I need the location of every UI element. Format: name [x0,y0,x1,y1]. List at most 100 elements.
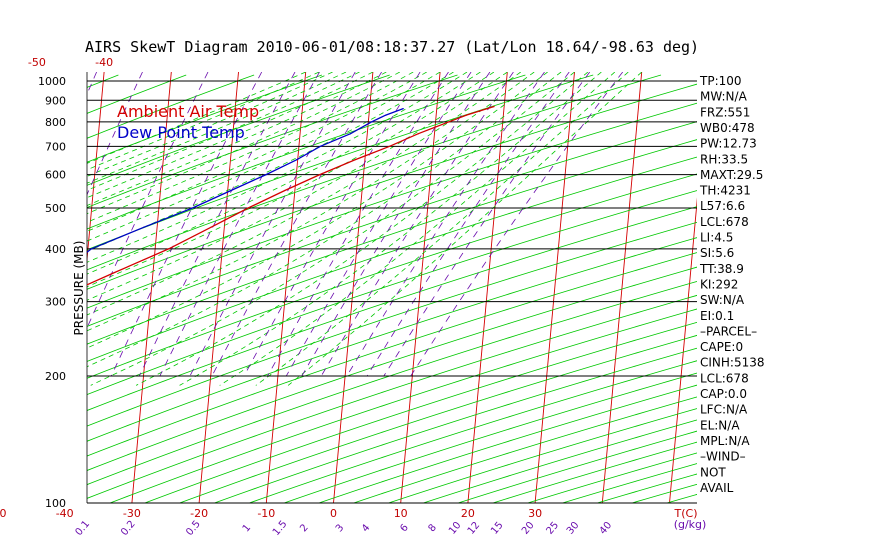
moist-adiabat-line [87,72,562,368]
pressure-tick-label: 500 [45,202,66,215]
dry-adiabat-line [492,441,697,503]
stability-index-item: TT:38.9 [699,262,744,276]
dry-adiabat-line [527,452,697,503]
dry-adiabat-line [283,372,697,503]
mixing-ratio-line [87,72,209,329]
stability-index-item: LCL:678 [700,215,749,229]
pressure-tick-label: 300 [45,296,66,309]
moist-adiabat-line [87,72,374,199]
mixing-ratio-tick-label: 10 [447,520,464,537]
pressure-tick-label: 900 [45,94,66,107]
isotherm-line [333,72,374,503]
dry-adiabat-line [87,206,697,412]
bottom-temp-tick-label: 0 [330,507,337,520]
stability-index-item: NOT [700,465,726,479]
mixing-ratio-tick-label: 1 [241,522,254,534]
mixing-ratio-unit-label: (g/kg) [674,518,707,531]
dry-adiabat-line [423,419,697,503]
ambient-air-temp-point [417,133,419,135]
stability-index-item: MPL:N/A [700,434,750,448]
bottom-temp-tick-label: 20 [461,507,475,520]
isotherm-line [198,72,239,503]
mixing-ratio-tick-label: 8 [427,522,440,534]
stability-index-item: KI:292 [700,277,738,291]
bottom-temp-tick-label: -40 [56,507,74,520]
dew-point-temp-point [349,133,352,135]
chart-legend: Ambient Air Temp Dew Point Temp [117,102,259,142]
dew-point-temp-point [58,273,59,274]
mixing-ratio-line [243,72,421,377]
mixing-ratio-line [346,72,545,377]
stability-index-item: EI:0.1 [700,309,734,323]
bottom-temp-tick-label: -20 [190,507,208,520]
moist-adiabat-line [87,72,521,316]
dew-point-temp-point [230,189,232,192]
dry-adiabat-line [318,384,697,503]
legend-entry: Ambient Air Temp [117,102,259,121]
ambient-air-temp-point [247,207,249,209]
stability-index-item: SI:5.6 [700,246,734,260]
dew-point-temp-point [90,248,92,250]
stability-index-item: TH:4231 [699,184,751,198]
ambient-air-temp-point [493,105,495,108]
moist-adiabat-line [87,72,400,215]
mixing-ratio-tick-label: 12 [466,520,483,537]
pressure-tick-label: 700 [45,140,66,153]
ambient-air-temp-point [486,108,488,110]
dew-point-temp-point [319,145,321,147]
stability-index-item: EL:N/A [700,418,740,432]
mixing-ratio-tick-label: 3 [334,522,347,534]
moist-adiabat-line [87,72,414,223]
moist-adiabat-line [255,72,629,386]
stability-index-item: MW:N/A [700,90,748,104]
bottom-temp-tick-label: 10 [394,507,408,520]
stability-index-item: WB0:478 [700,121,755,135]
ambient-air-temp-point [284,189,286,192]
dew-point-temp-point [265,174,267,176]
mixing-ratio-line [211,72,382,377]
stability-index-item: LFC:N/A [700,403,748,417]
dew-point-temp-point [295,159,297,161]
ambient-air-temp-point [354,159,356,161]
isotherm-line [87,72,105,265]
stability-index-item: –PARCEL– [700,324,757,338]
mixing-ratio-tick-label: 30 [565,520,582,537]
pressure-tick-label: 600 [45,169,66,182]
stability-index-item: AVAIL [700,481,734,495]
isotherm-line [400,72,441,503]
stability-index-item: FRZ:551 [700,105,750,119]
bottom-temp-tick-label: -30 [123,507,141,520]
top-temp-tick-label: -40 [95,56,113,69]
dry-adiabat-line [214,347,697,503]
isotherm-line [467,72,508,503]
mixing-ratio-line [383,72,591,377]
bottom-temp-tick-label: 30 [528,507,542,520]
moist-adiabat-line [287,72,642,386]
mixing-ratio-tick-label: 0.1 [73,519,92,538]
moist-adiabat-line [87,72,347,184]
mixing-ratio-line [189,72,356,377]
stability-index-item: TP:100 [699,74,742,88]
moist-adiabat-line [87,72,333,177]
mixing-ratio-tick-label: 20 [520,520,537,537]
moist-adiabat-line [87,72,441,242]
ambient-air-temp-point [112,272,114,274]
mixing-ratio-tick-label: 15 [489,520,506,537]
moist-adiabat-line [87,72,427,232]
dry-adiabat-line [87,156,697,362]
isotherm-line [0,72,37,503]
bottom-temp-tick-label: -50 [0,507,6,520]
dry-adiabat-line [87,237,697,442]
moist-adiabat-line [219,72,616,386]
pressure-tick-label: 400 [45,243,66,256]
dry-adiabat-line [457,430,697,503]
dry-adiabat-line [87,294,697,499]
isotherm-line [601,72,643,503]
pressure-tick-label: 1000 [38,75,66,88]
mixing-ratio-line [285,72,472,377]
dry-adiabat-line [87,221,697,427]
dry-adiabat-line [388,408,697,503]
mixing-ratio-tick-label: 25 [545,520,562,537]
